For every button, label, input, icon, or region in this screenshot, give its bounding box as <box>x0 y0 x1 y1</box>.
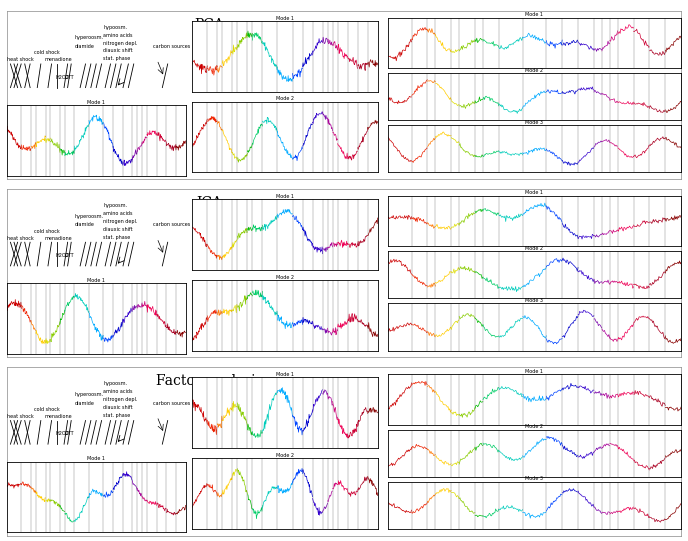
Text: Factor analysis: Factor analysis <box>155 374 263 388</box>
Text: ICA: ICA <box>196 196 222 210</box>
Text: PCA: PCA <box>194 17 224 31</box>
